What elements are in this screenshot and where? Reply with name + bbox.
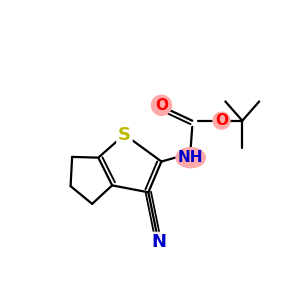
Text: O: O [215, 113, 228, 128]
Text: S: S [118, 126, 131, 144]
Text: N: N [152, 232, 166, 250]
Text: NH: NH [178, 150, 203, 165]
Ellipse shape [152, 95, 172, 115]
Ellipse shape [176, 148, 205, 168]
Ellipse shape [213, 112, 230, 129]
Text: O: O [155, 98, 168, 113]
